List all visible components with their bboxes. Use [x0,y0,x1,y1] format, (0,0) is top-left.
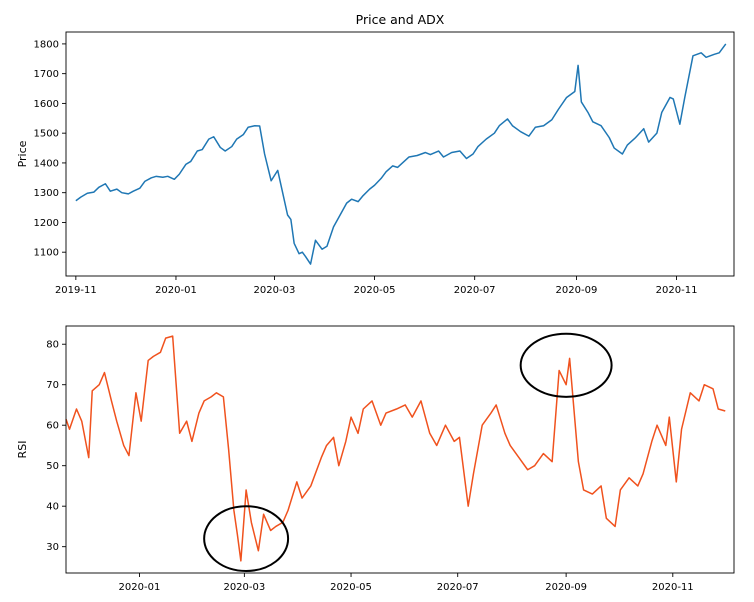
y-tick-label: 1500 [34,129,59,140]
y-tick-label: 40 [46,502,59,513]
y-tick-label: 1600 [34,99,59,110]
chart-title: Price and ADX [356,12,445,27]
y-tick-label: 60 [46,421,59,432]
plot-frame [65,31,735,277]
y-tick-label: 1100 [34,248,59,259]
x-tick-label: 2020-05 [354,285,396,296]
x-tick-label: 2020-09 [545,582,587,593]
rsi-plot-area: 2020-01 2020-03 2020-05 2020-07 2020-09 2020-… [46,325,735,593]
y-tick-label: 1200 [34,218,59,229]
series-line-0 [75,43,727,265]
x-tick-label: 2020-11 [656,285,698,296]
y-axis-label-rsi: RSI [16,441,29,459]
x-tick-label: 2019-11 [55,285,97,296]
series-line-0 [65,335,726,562]
y-tick-label: 1400 [34,158,59,169]
x-tick-label: 2020-07 [437,582,479,593]
y-tick-label: 30 [46,542,59,553]
price-plot-area: 2019-11 2020-01 2020-03 2020-05 2020-07 2020-… [34,31,735,296]
highlight-ellipse-1 [519,332,613,398]
y-tick-label: 80 [46,340,59,351]
highlight-ellipse-0 [203,505,290,572]
x-tick-label: 2020-11 [652,582,694,593]
x-tick-label: 2020-03 [223,582,265,593]
price-chart-panel: Price and ADX 2019-11 2020-01 2020-03 2020-… [16,12,735,296]
x-tick-label: 2020-03 [254,285,296,296]
y-tick-label: 50 [46,461,59,472]
x-tick-label: 2020-01 [119,582,161,593]
y-tick-label: 1300 [34,188,59,199]
x-tick-label: 2020-07 [454,285,496,296]
y-tick-label: 1700 [34,69,59,80]
rsi-chart-panel: 2020-01 2020-03 2020-05 2020-07 2020-09 2020-… [16,325,735,593]
y-tick-label: 70 [46,380,59,391]
x-tick-label: 2020-05 [330,582,372,593]
plot-frame [65,325,735,574]
x-tick-label: 2020-01 [155,285,197,296]
y-tick-label: 1800 [34,39,59,50]
y-axis-label-price: Price [16,140,29,167]
x-tick-label: 2020-09 [556,285,598,296]
